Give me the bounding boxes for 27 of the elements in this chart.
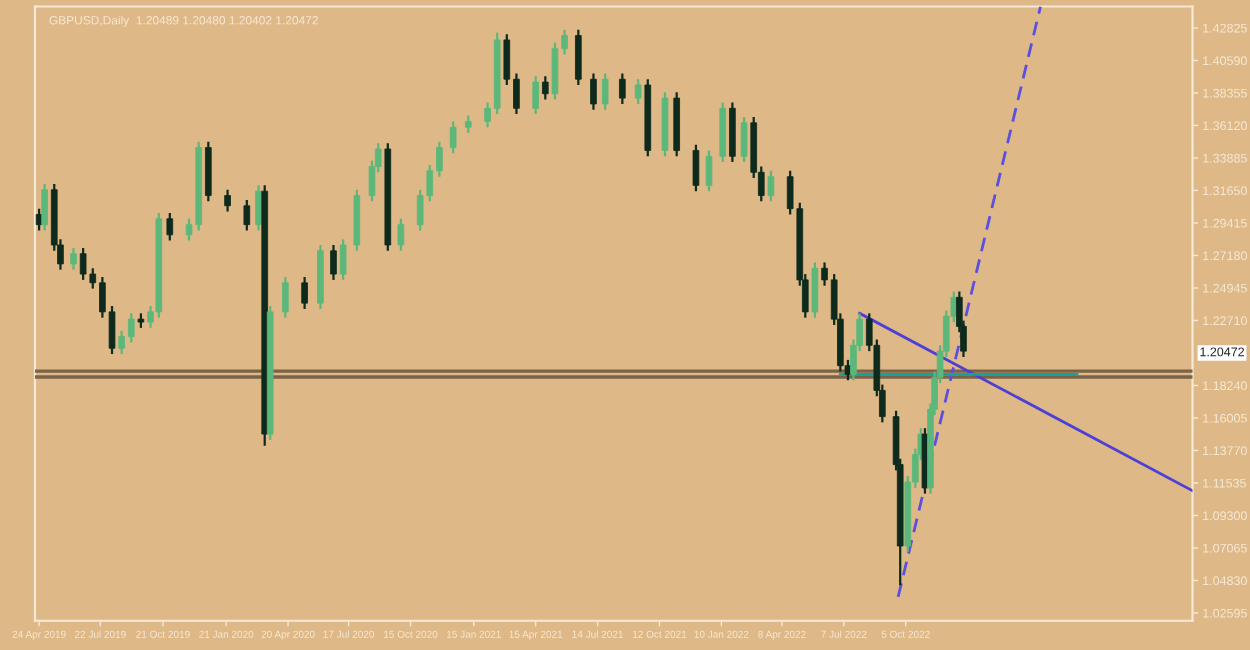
candlestick: [532, 75, 539, 116]
candlestick: [590, 72, 597, 111]
candlestick: [449, 120, 457, 155]
candlestick: [575, 28, 582, 87]
candlestick: [282, 275, 289, 319]
candlestick: [601, 72, 609, 111]
candlestick: [634, 78, 642, 106]
candlestick: [719, 101, 727, 164]
candlestick: [740, 115, 748, 164]
candlestick: [243, 198, 251, 232]
candlestick: [301, 275, 308, 311]
candlestick: [330, 243, 337, 281]
candlestick: [619, 72, 626, 106]
candlestick: [692, 143, 700, 193]
candlestick: [705, 149, 713, 193]
candlestick: [205, 140, 212, 203]
candlestick: [70, 246, 77, 271]
candlestick: [224, 188, 231, 213]
candlestick: [542, 75, 549, 101]
candlestick: [339, 238, 347, 281]
candlestick: [811, 261, 819, 319]
candlestick: [397, 217, 405, 252]
candlestick: [767, 169, 775, 203]
candlestick: [729, 101, 736, 164]
candlestick: [41, 182, 48, 232]
candlestick: [166, 211, 174, 242]
candlestick: [255, 184, 262, 232]
